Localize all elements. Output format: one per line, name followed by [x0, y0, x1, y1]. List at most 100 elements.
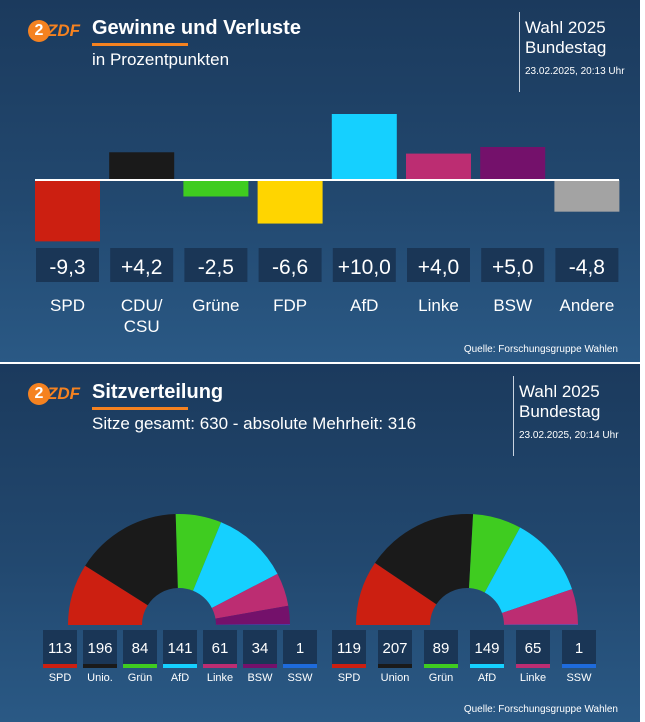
seat-box — [243, 630, 277, 664]
seat-party-label: AfD — [171, 672, 189, 684]
value-label: -2,5 — [198, 256, 234, 279]
seat-party-label: BSW — [247, 672, 273, 684]
seat-color-bar — [163, 664, 197, 668]
seat-value: 119 — [337, 640, 361, 657]
value-box — [258, 248, 322, 282]
value-box — [110, 248, 174, 282]
seat-value: 84 — [132, 640, 149, 657]
seat-distribution-panel: 2 ZDF Sitzverteilung Sitze gesamt: 630 -… — [0, 364, 640, 722]
timestamp: 23.02.2025, 20:13 Uhr — [525, 66, 625, 77]
value-label: -9,3 — [49, 256, 85, 279]
seat-party-label: Linke — [520, 672, 546, 684]
bar-bsw — [480, 147, 546, 180]
seat-arc-union — [374, 514, 474, 605]
timestamp: 23.02.2025, 20:14 Uhr — [519, 430, 619, 441]
election-year: Wahl 2025 — [519, 382, 600, 401]
panel-title: Sitzverteilung — [92, 381, 224, 403]
seat-box — [470, 630, 504, 664]
value-box — [332, 248, 396, 282]
seat-party-label: Unio. — [87, 672, 113, 684]
seat-box — [203, 630, 237, 664]
election-body: Bundestag — [525, 38, 607, 57]
seat-arc-linke — [211, 573, 289, 619]
panel-title: Gewinne und Verluste — [92, 17, 301, 39]
zdf-logo-text: ZDF — [47, 21, 81, 40]
seat-party-label: SSW — [566, 672, 592, 684]
bar-andere — [554, 180, 620, 212]
seat-arc-afd — [193, 522, 278, 608]
bar-linke — [406, 153, 471, 180]
seat-value: 149 — [474, 640, 499, 657]
bar-spd — [35, 180, 100, 242]
zdf-logo: 2 ZDF — [28, 20, 80, 42]
seat-distribution-charts: 113 SPD 196 Unio. 84 Grün 141 AfD 61 Linke 34 BSW 1 S… — [43, 514, 596, 684]
seat-value: 1 — [575, 640, 583, 657]
seat-value: 207 — [382, 640, 407, 657]
seat-value: 65 — [525, 640, 542, 657]
seat-color-bar — [243, 664, 277, 668]
header-divider — [519, 12, 520, 92]
party-label: AfD — [350, 296, 378, 315]
value-label: +4,0 — [418, 256, 459, 279]
election-title: Wahl 2025 Bundestag — [525, 18, 606, 58]
value-box — [555, 248, 619, 282]
bar-grne — [183, 180, 249, 197]
seat-arc-afd — [484, 527, 573, 614]
seat-box — [163, 630, 197, 664]
gains-losses-panel: 2 ZDF Gewinne und Verluste in Prozentpun… — [0, 0, 640, 362]
seat-arc-spd — [68, 565, 148, 625]
party-label: Linke — [418, 296, 459, 315]
seat-arc-grn — [469, 514, 521, 593]
seat-party-label: SPD — [49, 672, 72, 684]
source-note: Quelle: Forschungsgruppe Wahlen — [463, 344, 618, 355]
seat-box — [123, 630, 157, 664]
seat-color-bar — [332, 664, 366, 668]
seat-arc-grn — [175, 514, 222, 591]
value-label: +5,0 — [492, 256, 533, 279]
election-year: Wahl 2025 — [525, 18, 606, 37]
value-box — [184, 248, 248, 282]
bar-afd — [331, 114, 397, 180]
seat-box — [83, 630, 117, 664]
seat-value: 61 — [212, 640, 229, 657]
party-label: SPD — [50, 296, 85, 315]
seat-box — [516, 630, 550, 664]
seat-box — [378, 630, 412, 664]
title-underline — [92, 407, 188, 410]
seat-party-label: Union — [381, 672, 410, 684]
seat-arc-spd — [356, 562, 437, 625]
seat-value: 1 — [296, 640, 304, 657]
seat-arc-ssw — [503, 624, 578, 625]
seat-arc-bsw — [215, 605, 290, 625]
value-label: -6,6 — [272, 256, 308, 279]
seat-box — [562, 630, 596, 664]
party-label: FDP — [273, 296, 307, 315]
seat-party-label: SSW — [287, 672, 313, 684]
seat-box — [43, 630, 77, 664]
value-box — [481, 248, 545, 282]
party-label: Grüne — [192, 296, 239, 315]
seat-value: 89 — [433, 640, 450, 657]
seat-arc-unio — [85, 514, 178, 606]
zdf-logo-text: ZDF — [47, 384, 81, 403]
seat-color-bar — [562, 664, 596, 668]
seat-party-label: Grün — [429, 672, 453, 684]
seat-box — [332, 630, 366, 664]
value-label: +4,2 — [121, 256, 162, 279]
seat-color-bar — [424, 664, 458, 668]
seat-color-bar — [283, 664, 317, 668]
value-box — [36, 248, 99, 282]
seat-arc-ssw — [215, 624, 290, 625]
party-label: Andere — [559, 296, 614, 315]
seat-color-bar — [83, 664, 117, 668]
party-label: BSW — [493, 296, 532, 315]
seat-color-bar — [43, 664, 77, 668]
header-divider — [513, 376, 514, 456]
panel-subtitle: Sitze gesamt: 630 - absolute Mehrheit: 3… — [92, 414, 417, 433]
seat-value: 113 — [48, 640, 72, 657]
seat-value: 196 — [87, 640, 112, 657]
bar-fdp — [257, 180, 323, 224]
seat-arc-linke — [502, 589, 578, 625]
seat-value: 34 — [252, 640, 269, 657]
seat-color-bar — [123, 664, 157, 668]
